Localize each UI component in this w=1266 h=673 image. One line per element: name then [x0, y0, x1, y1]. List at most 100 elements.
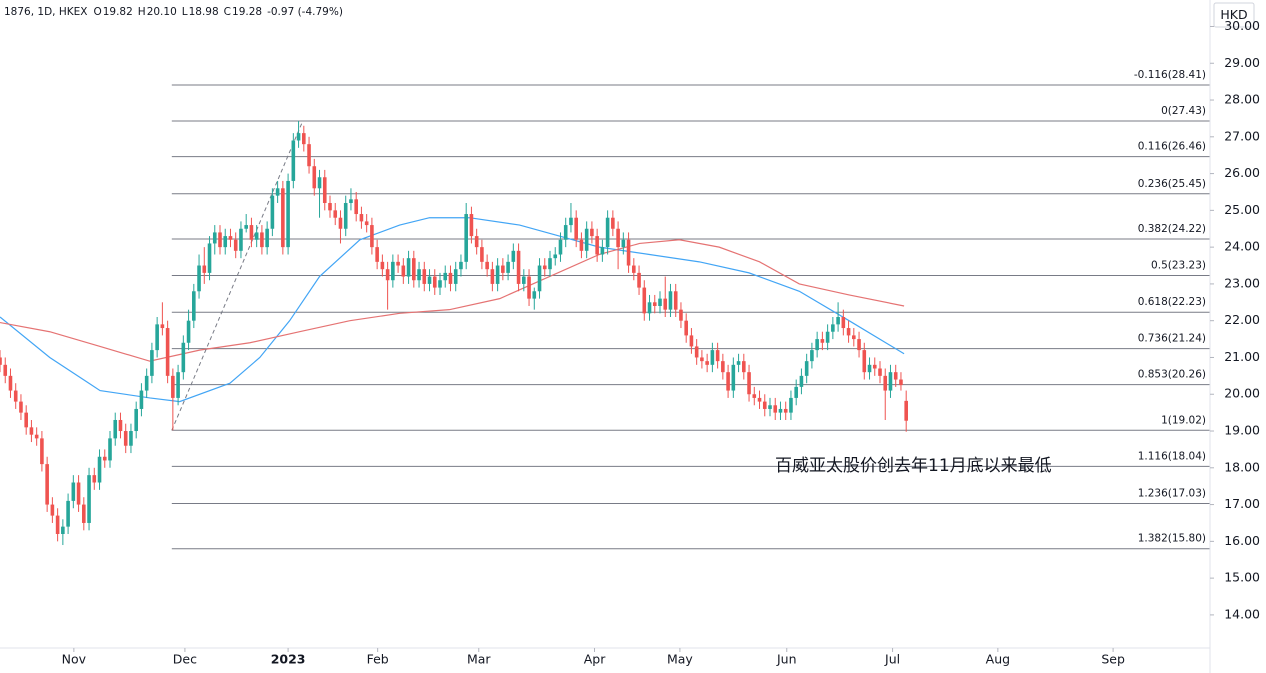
fib-label: 1(19.02): [1161, 414, 1206, 426]
candle-body: [312, 166, 317, 189]
x-tick-label: Mar: [467, 652, 491, 667]
y-tick-label: 17.00: [1224, 496, 1260, 511]
candle-body: [176, 372, 180, 398]
candle-body: [422, 269, 427, 284]
candle-body: [385, 269, 390, 281]
candle-body: [516, 250, 521, 284]
candle-body: [296, 133, 301, 141]
x-tick-label: Apr: [584, 652, 606, 667]
candle-body: [406, 258, 411, 277]
x-tick-label: Jun: [776, 652, 797, 667]
fib-label: 0.236(25.45): [1138, 178, 1206, 190]
candle-body: [322, 177, 327, 204]
candle-body: [679, 309, 683, 321]
candle-body: [160, 324, 165, 329]
candle-body: [270, 195, 275, 229]
fib-label: 1.382(15.80): [1138, 533, 1206, 545]
candle-body: [542, 265, 547, 270]
fib-label: 0.5(23.23): [1151, 259, 1206, 271]
candle-body: [668, 291, 673, 310]
candle-body: [700, 357, 704, 362]
candle-body: [102, 456, 107, 461]
candle-body: [249, 225, 254, 240]
candle-body: [778, 408, 783, 413]
candle-body: [212, 232, 217, 244]
header-text: 19.28: [232, 6, 262, 18]
candle-body: [673, 291, 678, 310]
fib-label: 0.116(26.46): [1138, 141, 1206, 153]
candle-body: [375, 247, 379, 262]
candle-body: [87, 475, 91, 523]
candle-body: [852, 335, 856, 340]
candle-body: [40, 438, 44, 465]
candle-body: [427, 276, 432, 284]
header-text: 1876, 1D, HKEX: [4, 6, 87, 18]
candle-body: [34, 434, 39, 439]
candle-body: [904, 400, 908, 421]
candle-body: [747, 372, 751, 395]
candle-body: [584, 228, 589, 251]
candle-body: [495, 265, 500, 284]
candle-body: [443, 272, 448, 281]
y-tick-label: 14.00: [1224, 606, 1260, 621]
candle-body: [605, 217, 610, 248]
candle-body: [448, 272, 453, 284]
header-text: 20.10: [147, 6, 177, 18]
candle-body: [694, 346, 699, 358]
candle-body: [55, 515, 60, 534]
candle-body: [218, 232, 222, 248]
moving-average: [0, 239, 905, 362]
candle-body: [548, 258, 552, 270]
candle-body: [632, 265, 636, 273]
candle-body: [349, 199, 353, 204]
candle-body: [574, 217, 578, 240]
candle-body: [783, 408, 788, 413]
y-tick-label: 21.00: [1224, 349, 1260, 364]
candle-body: [0, 357, 2, 365]
candle-body: [736, 361, 741, 365]
y-tick-label: 29.00: [1224, 55, 1260, 70]
candle-body: [721, 361, 725, 373]
candle-body: [417, 269, 421, 281]
candle-body: [171, 375, 175, 398]
x-tick-label: Nov: [62, 652, 87, 667]
candle-body: [254, 232, 259, 240]
candle-body: [338, 217, 343, 229]
candle-body: [45, 464, 49, 505]
candle-body: [757, 397, 762, 402]
fib-label: 0.853(20.26): [1138, 369, 1206, 381]
candle-body: [396, 261, 400, 266]
candle-body: [8, 375, 13, 391]
candle-body: [61, 526, 65, 534]
candle-body: [50, 504, 55, 516]
y-tick-label: 30.00: [1224, 18, 1260, 33]
candle-body: [883, 375, 888, 391]
candle-body: [328, 203, 332, 211]
fib-label: 0.618(22.23): [1138, 296, 1206, 308]
candle-body: [359, 214, 364, 222]
candle-body: [579, 239, 584, 251]
candle-body: [752, 394, 757, 398]
candle-body: [317, 177, 322, 189]
candle-body: [527, 276, 531, 299]
y-tick-label: 27.00: [1224, 128, 1260, 143]
currency-box: [1213, 2, 1255, 28]
candle-body: [532, 291, 537, 299]
currency: HKD: [1220, 7, 1247, 22]
candle-body: [820, 339, 825, 343]
candle-body: [647, 302, 652, 314]
candle-body: [76, 482, 81, 505]
candle-body: [715, 350, 720, 362]
candle-body: [480, 247, 484, 262]
y-tick-label: 19.00: [1224, 423, 1260, 438]
candle-body: [29, 427, 34, 435]
candle-body: [537, 265, 542, 292]
candle-body: [742, 361, 746, 373]
x-tick-label: Aug: [986, 652, 1010, 667]
candle-body: [370, 225, 374, 248]
x-tick-label: Feb: [367, 652, 389, 667]
candle-body: [123, 431, 128, 446]
candle-body: [642, 287, 647, 314]
candle-body: [762, 401, 767, 409]
candle-body: [186, 320, 191, 343]
